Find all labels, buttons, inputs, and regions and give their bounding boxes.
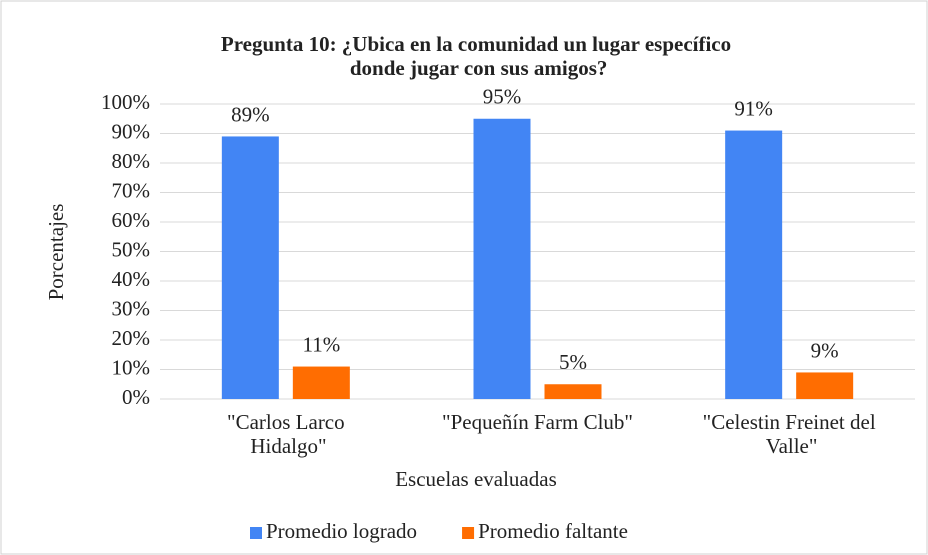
- y-tick-label: 60%: [112, 208, 151, 232]
- bar: [473, 118, 531, 399]
- x-axis-label: Escuelas evaluadas: [395, 467, 557, 491]
- y-tick-label: 80%: [112, 149, 151, 173]
- value-label: 11%: [302, 332, 340, 356]
- bar: [725, 130, 783, 400]
- value-label: 95%: [483, 85, 522, 109]
- value-label: 5%: [559, 350, 587, 374]
- bar: [221, 136, 279, 399]
- bar: [796, 372, 854, 399]
- value-label: 9%: [811, 338, 839, 362]
- chart-title: Pregunta 10: ¿Ubica en la comunidad un l…: [221, 32, 731, 80]
- x-tick-label: "Pequeñín Farm Club": [442, 410, 633, 434]
- y-tick-label: 50%: [112, 237, 151, 261]
- y-tick-label: 20%: [112, 326, 151, 350]
- bar: [544, 384, 602, 399]
- y-tick-label: 100%: [101, 90, 150, 114]
- legend-label: Promedio logrado: [266, 519, 417, 543]
- x-tick-label: "Carlos Larco Hidalgo": [227, 410, 345, 458]
- value-label: 91%: [734, 96, 773, 120]
- y-tick-label: 30%: [112, 296, 151, 320]
- y-tick-label: 90%: [112, 119, 151, 143]
- y-tick-label: 10%: [112, 355, 151, 379]
- value-label: 89%: [231, 102, 270, 126]
- y-axis-label: Porcentajes: [44, 204, 68, 301]
- legend-label: Promedio faltante: [478, 519, 628, 543]
- legend-swatch: [250, 527, 262, 539]
- y-tick-label: 40%: [112, 267, 151, 291]
- y-tick-label: 70%: [112, 178, 151, 202]
- legend-swatch: [462, 527, 475, 539]
- y-tick-label: 0%: [122, 385, 150, 409]
- x-tick-label: "Celestin Freinet del Valle": [703, 410, 876, 458]
- bar: [292, 366, 350, 399]
